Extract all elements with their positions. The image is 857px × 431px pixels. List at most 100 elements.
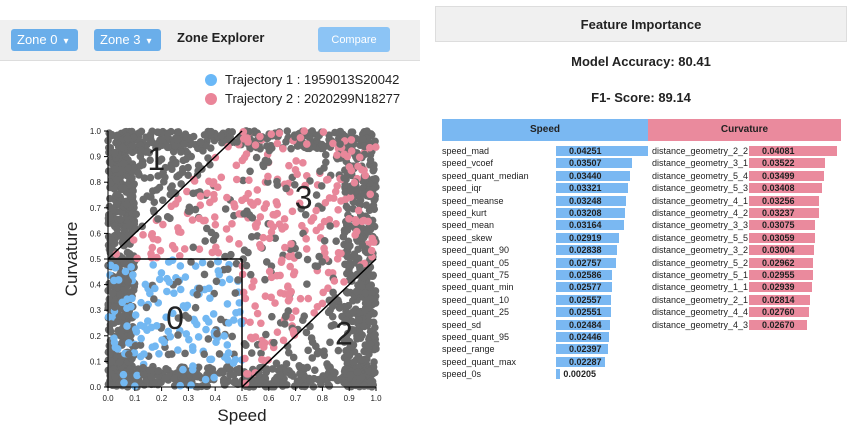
data-point — [181, 349, 189, 358]
data-point — [177, 148, 185, 156]
feature-value: 0.02586 — [569, 270, 602, 280]
data-point — [302, 245, 311, 253]
data-point — [345, 338, 354, 347]
data-point — [347, 135, 356, 144]
feature-value: 0.02939 — [762, 282, 795, 293]
feature-value: 0.02757 — [569, 257, 602, 268]
data-point — [312, 206, 320, 215]
data-point — [268, 312, 276, 321]
data-point — [242, 341, 250, 350]
data-point — [330, 277, 339, 285]
data-point — [234, 276, 242, 284]
data-point — [282, 360, 291, 368]
feature-name: speed_vcoef — [442, 158, 494, 169]
data-point — [149, 261, 157, 269]
data-point — [241, 354, 249, 363]
feature-row: speed_vcoef 0.03507 — [442, 156, 642, 170]
feature-bar — [556, 282, 612, 293]
data-point — [161, 163, 170, 172]
feature-name: distance_geometry_3_2 — [652, 245, 749, 256]
data-point — [357, 282, 366, 291]
data-point — [139, 363, 147, 372]
zone-b-select[interactable]: Zone 3 ▾ — [94, 29, 161, 51]
data-point — [168, 165, 176, 174]
data-point — [113, 283, 121, 292]
data-point — [230, 378, 239, 387]
feature-row: speed_skew 0.02919 — [442, 231, 642, 245]
data-point — [118, 298, 127, 307]
data-point — [358, 135, 367, 143]
feature-value: 0.02551 — [569, 307, 602, 318]
data-point — [302, 140, 311, 148]
data-point — [257, 243, 265, 252]
legend: Trajectory 1 : 1959013S20042 Trajectory … — [205, 70, 400, 108]
data-point — [120, 258, 128, 267]
feature-value: 0.02577 — [569, 282, 602, 293]
data-point — [310, 309, 318, 317]
data-point — [137, 146, 145, 154]
feature-value: 0.03237 — [762, 208, 795, 218]
data-point — [184, 171, 192, 180]
data-point — [154, 367, 163, 375]
data-point — [208, 248, 217, 257]
data-point — [245, 176, 253, 184]
data-point — [278, 225, 286, 233]
data-point — [110, 276, 118, 285]
data-point — [348, 128, 356, 137]
data-point — [110, 338, 119, 347]
feature-value: 0.02919 — [569, 232, 602, 243]
data-point — [306, 376, 315, 384]
data-point — [122, 200, 131, 209]
feature-value: 0.03004 — [762, 245, 795, 256]
data-point — [224, 142, 232, 151]
data-point — [189, 175, 198, 184]
data-point — [163, 213, 172, 221]
feature-row: speed_sd 0.02484 — [442, 318, 642, 332]
data-point — [140, 174, 149, 182]
data-point — [301, 210, 310, 219]
feature-value: 0.02814 — [762, 294, 795, 305]
data-point — [354, 316, 363, 324]
data-point — [321, 198, 330, 207]
data-point — [218, 138, 227, 147]
model-accuracy: Model Accuracy: 80.41 — [571, 54, 711, 69]
feature-value: 0.02760 — [762, 307, 795, 318]
x-tick-label: 0.4 — [210, 394, 222, 403]
data-point — [131, 342, 140, 350]
data-point — [195, 214, 204, 223]
data-point — [181, 130, 190, 138]
data-point — [365, 282, 374, 291]
data-point — [212, 338, 220, 347]
feature-value: 0.03408 — [762, 183, 795, 194]
data-point — [314, 347, 323, 356]
data-point — [223, 341, 232, 349]
zone-a-select[interactable]: Zone 0 ▾ — [11, 29, 78, 51]
data-point — [124, 277, 133, 286]
data-point — [284, 297, 293, 305]
data-point — [204, 154, 212, 162]
data-point — [177, 180, 185, 188]
data-point — [340, 150, 349, 159]
feature-bar — [556, 158, 632, 169]
data-point — [205, 284, 213, 293]
data-point — [247, 349, 256, 357]
data-point — [335, 304, 344, 312]
compare-button[interactable]: Compare — [318, 27, 390, 52]
feature-bar — [749, 158, 825, 169]
feature-value: 0.03256 — [762, 195, 795, 206]
data-point — [195, 284, 204, 293]
data-point — [139, 195, 148, 204]
feature-row: distance_geometry_5_5 0.03059 — [652, 231, 852, 245]
data-point — [146, 137, 155, 146]
data-point — [133, 371, 141, 380]
feature-value: 0.02670 — [762, 319, 795, 330]
feature-bar — [556, 356, 606, 367]
zone-a-label: Zone 0 — [17, 32, 58, 47]
feature-row: speed_quant_max 0.02287 — [442, 355, 642, 369]
feature-bar — [749, 319, 807, 330]
data-point — [179, 365, 187, 374]
data-point — [284, 348, 293, 357]
feature-value: 0.04081 — [762, 146, 795, 156]
data-point — [158, 336, 166, 344]
data-point — [143, 326, 151, 335]
